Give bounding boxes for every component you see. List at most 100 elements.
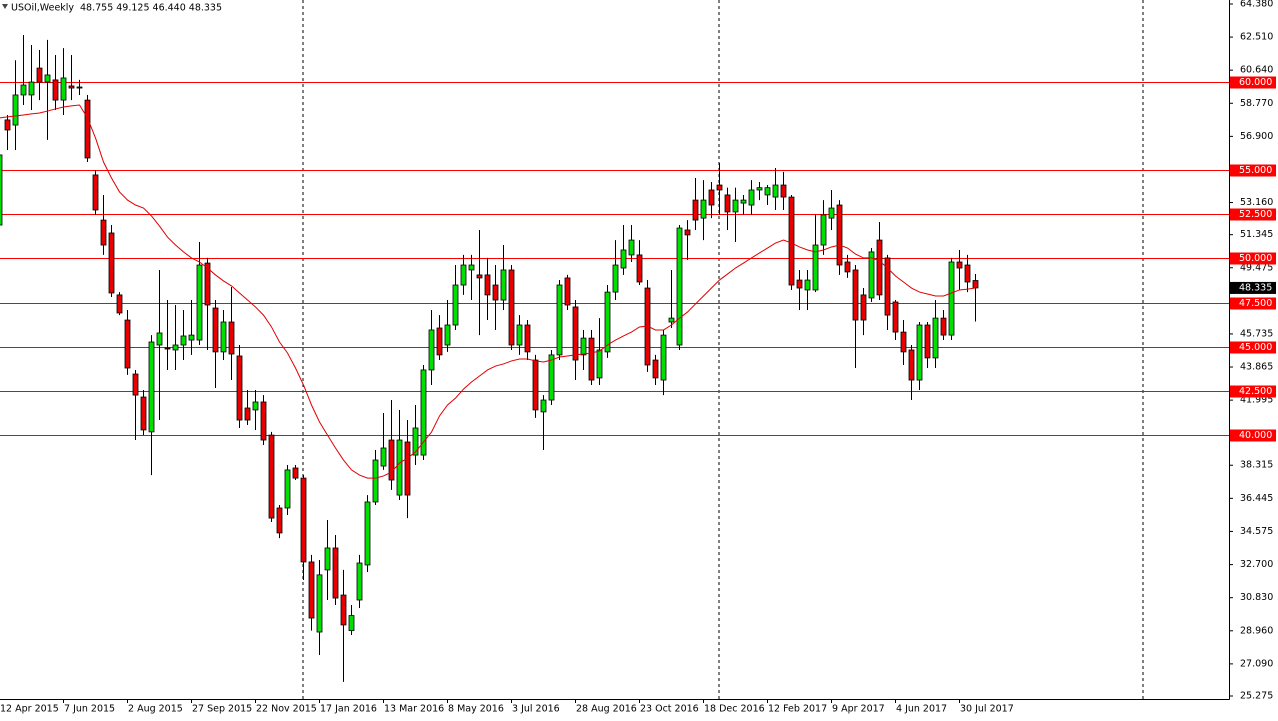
- candle-body: [780, 184, 787, 198]
- candle-body: [860, 294, 867, 321]
- candle-body: [676, 227, 683, 346]
- candle-body: [764, 187, 771, 196]
- x-tick-label: 4 Jun 2017: [896, 704, 947, 715]
- candle-body: [60, 77, 67, 101]
- level-label: 42.500: [1239, 386, 1272, 397]
- candle-body: [692, 199, 699, 221]
- candle-body: [924, 324, 931, 359]
- candle-body: [204, 262, 211, 306]
- candle-body: [908, 349, 915, 381]
- candle-body: [188, 334, 195, 341]
- candle-body: [532, 359, 539, 411]
- candle-body: [876, 239, 883, 296]
- candle-body: [4, 119, 11, 131]
- candle-body: [396, 439, 403, 496]
- level-tag: [1230, 208, 1276, 221]
- candle-body: [476, 274, 483, 279]
- candle-body: [772, 184, 779, 198]
- y-tick-label: 32.700: [1240, 559, 1273, 570]
- candle-body: [612, 264, 619, 293]
- candle-body: [404, 441, 411, 496]
- candle-body: [196, 264, 203, 341]
- x-tick-label: 2 Aug 2015: [128, 704, 183, 715]
- candle-body: [12, 94, 19, 126]
- candle-body: [436, 327, 443, 356]
- candle-body: [148, 341, 155, 433]
- y-tick-label: 60.640: [1240, 65, 1273, 76]
- candle-body: [340, 594, 347, 626]
- candle-body: [588, 337, 595, 381]
- candle-body: [572, 306, 579, 361]
- levels: [0, 82, 1229, 436]
- candle-body: [756, 187, 763, 191]
- candle-body: [380, 447, 387, 467]
- y-tick-label: 34.575: [1240, 526, 1273, 537]
- candle-body: [828, 207, 835, 219]
- candle-body: [132, 373, 139, 396]
- x-tick-label: 13 Mar 2016: [384, 704, 444, 715]
- candle-body: [556, 284, 563, 356]
- candle-body: [820, 214, 827, 246]
- candle-body: [708, 189, 715, 206]
- x-tick-label: 8 May 2016: [448, 704, 504, 715]
- level-tag: [1230, 385, 1276, 398]
- candle-body: [292, 467, 299, 479]
- candle-body: [892, 301, 899, 333]
- candle-body: [500, 269, 507, 301]
- x-tick-label: 12 Feb 2017: [768, 704, 827, 715]
- candle-body: [284, 469, 291, 509]
- candle-body: [84, 99, 91, 159]
- y-tick-label: 49.475: [1240, 262, 1273, 273]
- candle-body: [92, 174, 99, 211]
- y-tick-label: 27.090: [1240, 658, 1273, 669]
- candle-body: [964, 264, 971, 283]
- candle-body: [100, 219, 107, 246]
- candle-body: [748, 189, 755, 206]
- level-tag: [1230, 76, 1276, 89]
- y-tick-label: 62.510: [1240, 32, 1273, 43]
- x-tick-label: 18 Dec 2016: [704, 704, 765, 715]
- candle-body: [484, 274, 491, 296]
- candle-body: [356, 562, 363, 601]
- candle-body: [108, 232, 115, 294]
- y-tick-label: 41.995: [1240, 395, 1273, 406]
- candle-body: [804, 279, 811, 291]
- candle-body: [0, 154, 3, 226]
- candle-body: [316, 574, 323, 633]
- symbol-icon: [2, 4, 8, 9]
- candle-body: [244, 407, 251, 421]
- y-tick-label: 38.315: [1240, 460, 1273, 471]
- candle-body: [700, 199, 707, 219]
- candle-body: [116, 294, 123, 314]
- level-tag: [1230, 429, 1276, 442]
- y-tick-label: 64.380: [1240, 0, 1273, 10]
- candle-body: [604, 291, 611, 353]
- candle-body: [660, 334, 667, 381]
- candle-body: [948, 261, 955, 336]
- candle-body: [868, 251, 875, 299]
- y-tick-label: 25.275: [1240, 691, 1273, 702]
- y-tick-label: 45.735: [1240, 328, 1273, 339]
- candle-body: [652, 359, 659, 379]
- level-label: 45.000: [1239, 342, 1272, 353]
- candle-body: [956, 261, 963, 269]
- candle-body: [900, 331, 907, 353]
- candle-body: [300, 477, 307, 563]
- candle-body: [932, 317, 939, 359]
- level-label: 52.500: [1239, 209, 1272, 220]
- y-tick-label: 53.160: [1240, 197, 1273, 208]
- level-label: 47.500: [1239, 298, 1272, 309]
- candle-body: [684, 229, 691, 236]
- candle-body: [564, 277, 571, 306]
- last-price-label: 48.335: [1239, 282, 1272, 293]
- candle-body: [172, 344, 179, 351]
- candle-body: [836, 204, 843, 266]
- candle-body: [492, 284, 499, 301]
- candle-body: [732, 199, 739, 213]
- candle-body: [20, 84, 27, 96]
- candle-body: [596, 349, 603, 379]
- candle-body: [852, 269, 859, 321]
- x-tick-label: 3 Jul 2016: [512, 704, 560, 715]
